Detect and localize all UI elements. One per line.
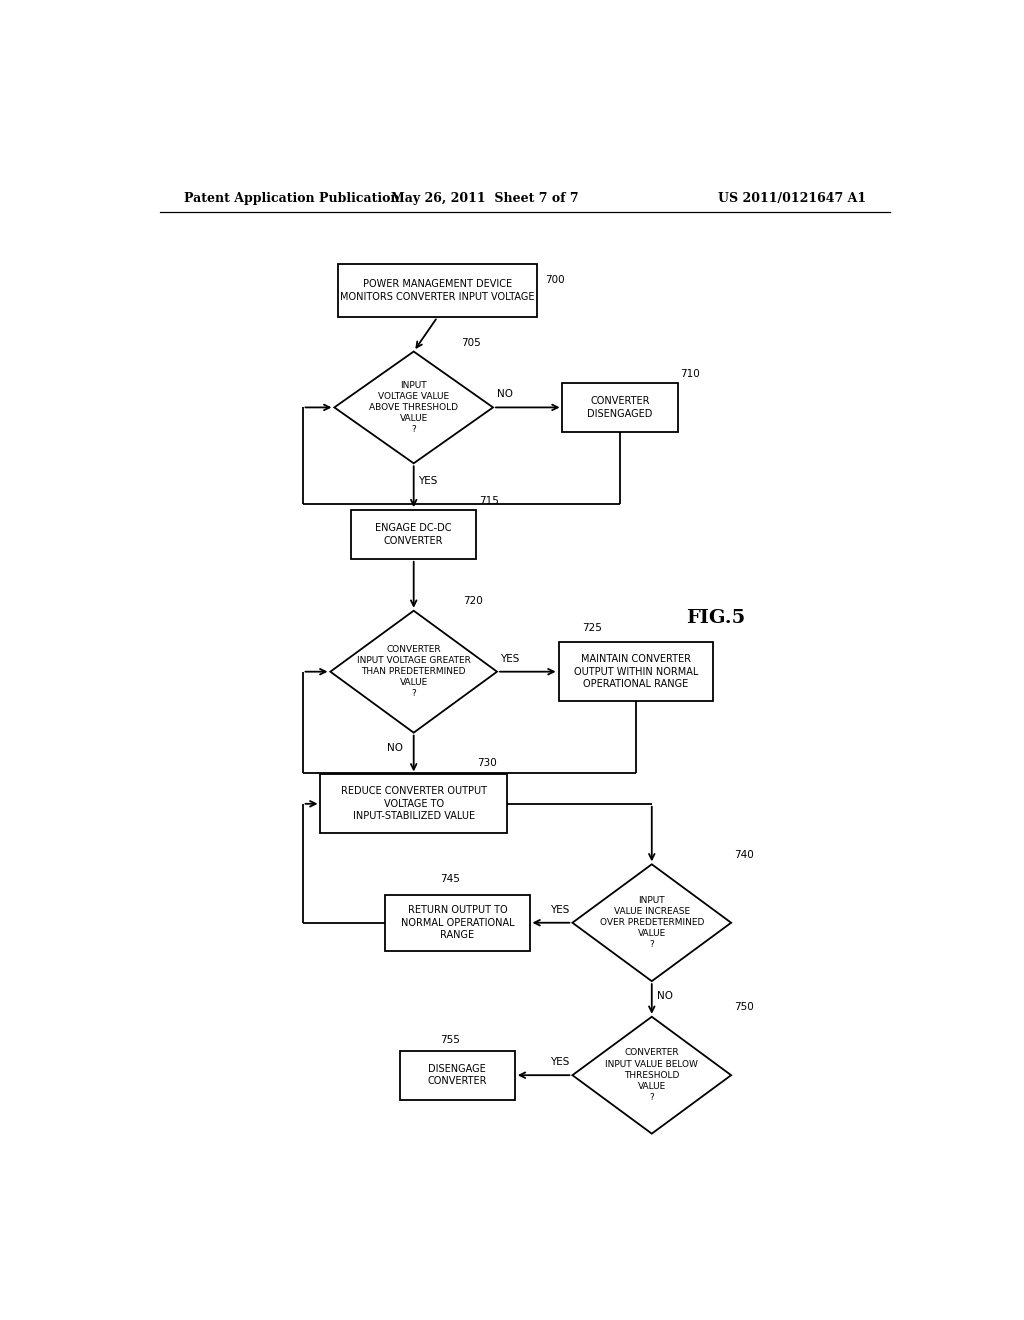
Bar	[558, 643, 714, 701]
Bar	[399, 1051, 515, 1100]
Bar	[351, 510, 476, 558]
Bar	[321, 775, 507, 833]
Text: 710: 710	[680, 370, 700, 379]
Text: Patent Application Publication: Patent Application Publication	[183, 191, 399, 205]
Text: INPUT
VALUE INCREASE
OVER PREDETERMINED
VALUE
?: INPUT VALUE INCREASE OVER PREDETERMINED …	[600, 896, 703, 949]
Text: NO: NO	[497, 389, 513, 399]
Text: ENGAGE DC-DC
CONVERTER: ENGAGE DC-DC CONVERTER	[376, 523, 452, 545]
Text: NO: NO	[656, 991, 673, 1002]
Text: DISENGAGE
CONVERTER: DISENGAGE CONVERTER	[428, 1064, 487, 1086]
Text: 715: 715	[479, 496, 499, 506]
Text: RETURN OUTPUT TO
NORMAL OPERATIONAL
RANGE: RETURN OUTPUT TO NORMAL OPERATIONAL RANG…	[400, 906, 514, 940]
Text: POWER MANAGEMENT DEVICE
MONITORS CONVERTER INPUT VOLTAGE: POWER MANAGEMENT DEVICE MONITORS CONVERT…	[340, 280, 535, 302]
Text: 745: 745	[440, 874, 460, 884]
Bar	[562, 383, 678, 432]
Bar	[338, 264, 537, 317]
Bar	[385, 895, 529, 950]
Text: INPUT
VOLTAGE VALUE
ABOVE THRESHOLD
VALUE
?: INPUT VOLTAGE VALUE ABOVE THRESHOLD VALU…	[370, 380, 458, 434]
Text: YES: YES	[550, 904, 569, 915]
Text: YES: YES	[419, 475, 438, 486]
Polygon shape	[334, 351, 494, 463]
Text: 725: 725	[582, 623, 602, 634]
Text: 700: 700	[545, 276, 564, 285]
Polygon shape	[572, 1016, 731, 1134]
Text: 740: 740	[734, 850, 754, 859]
Text: 720: 720	[463, 595, 482, 606]
Text: 730: 730	[477, 758, 497, 768]
Text: NO: NO	[387, 743, 402, 752]
Text: MAINTAIN CONVERTER
OUTPUT WITHIN NORMAL
OPERATIONAL RANGE: MAINTAIN CONVERTER OUTPUT WITHIN NORMAL …	[573, 655, 698, 689]
Text: CONVERTER
INPUT VOLTAGE GREATER
THAN PREDETERMINED
VALUE
?: CONVERTER INPUT VOLTAGE GREATER THAN PRE…	[356, 645, 471, 698]
Text: 755: 755	[440, 1035, 460, 1044]
Polygon shape	[331, 611, 497, 733]
Text: YES: YES	[550, 1057, 569, 1067]
Text: REDUCE CONVERTER OUTPUT
VOLTAGE TO
INPUT-STABILIZED VALUE: REDUCE CONVERTER OUTPUT VOLTAGE TO INPUT…	[341, 787, 486, 821]
Text: May 26, 2011  Sheet 7 of 7: May 26, 2011 Sheet 7 of 7	[391, 191, 579, 205]
Text: 750: 750	[734, 1002, 754, 1012]
Text: YES: YES	[500, 653, 519, 664]
Text: CONVERTER
INPUT VALUE BELOW
THRESHOLD
VALUE
?: CONVERTER INPUT VALUE BELOW THRESHOLD VA…	[605, 1048, 698, 1102]
Polygon shape	[572, 865, 731, 981]
Text: FIG.5: FIG.5	[686, 609, 744, 627]
Text: 705: 705	[461, 338, 481, 348]
Text: CONVERTER
DISENGAGED: CONVERTER DISENGAGED	[588, 396, 652, 418]
Text: US 2011/0121647 A1: US 2011/0121647 A1	[718, 191, 866, 205]
